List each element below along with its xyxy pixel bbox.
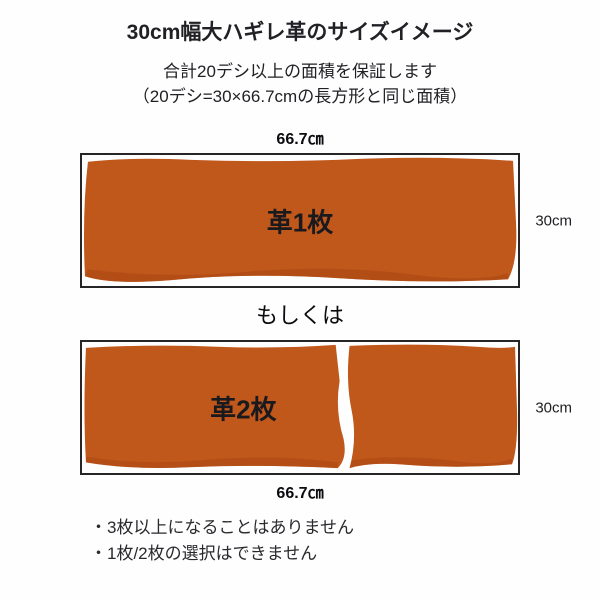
height-label-2: 30cm bbox=[535, 399, 572, 416]
subtitle-line-2: （20デシ=30×66.7cmの長方形と同じ面積） bbox=[133, 87, 467, 106]
size-reference-rect-1: 革1枚 30cm bbox=[80, 153, 520, 288]
leather-1-label: 革1枚 bbox=[267, 202, 333, 239]
notes: ・3枚以上になることはありません ・1枚/2枚の選択はできません bbox=[30, 515, 570, 566]
width-label-bottom: 66.7㎝ bbox=[30, 479, 570, 503]
page-title: 30cm幅大ハギレ革のサイズイメージ bbox=[30, 16, 570, 46]
note-1: ・3枚以上になることはありません bbox=[90, 515, 570, 541]
diagram-2: 革2枚 30cm bbox=[80, 340, 520, 475]
leather-shape-2 bbox=[82, 342, 518, 473]
subtitle: 合計20デシ以上の面積を保証します （20デシ=30×66.7cmの長方形と同じ… bbox=[30, 60, 570, 109]
width-label-top: 66.7㎝ bbox=[30, 125, 570, 149]
or-text: もしくは bbox=[30, 298, 570, 330]
subtitle-line-1: 合計20デシ以上の面積を保証します bbox=[163, 62, 437, 81]
height-label-1: 30cm bbox=[535, 212, 572, 229]
leather-2-label: 革2枚 bbox=[210, 389, 276, 426]
diagram-1: 革1枚 30cm bbox=[80, 153, 520, 288]
note-2: ・1枚/2枚の選択はできません bbox=[90, 541, 570, 567]
size-reference-rect-2: 革2枚 30cm bbox=[80, 340, 520, 475]
